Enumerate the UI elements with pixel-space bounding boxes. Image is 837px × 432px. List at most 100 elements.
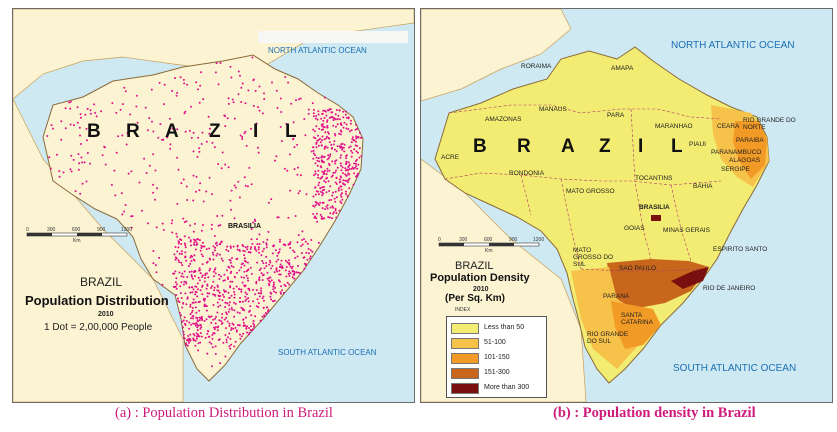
population-dot [197,88,199,91]
population-dot [244,250,246,253]
population-dot [252,322,255,325]
population-dot [256,261,259,264]
population-dot [240,288,243,291]
population-dot [213,146,216,149]
population-dot [323,188,326,191]
population-dot [262,273,265,276]
population-dot [341,192,343,195]
population-dot [183,221,186,224]
population-dot [178,261,181,264]
population-dot [229,199,232,202]
population-dot [185,319,188,322]
population-dot [249,266,252,269]
population-dot [226,336,229,339]
population-dot [175,283,178,286]
population-dot [192,150,195,153]
population-dot [224,290,227,293]
population-dot [260,287,263,290]
population-dot [162,138,165,141]
population-dot [303,118,306,120]
population-dot [293,251,296,254]
population-dot [80,143,82,145]
population-dot [186,199,189,201]
population-dot [352,167,355,170]
population-dot [242,332,245,335]
population-dot [87,134,90,137]
population-dot [265,312,268,315]
population-dot [328,190,331,192]
population-dot [180,182,183,185]
density-legend: Less than 50 51-100 101-150 151-300 More… [446,316,547,398]
population-dot [231,98,234,101]
population-dot [331,160,334,163]
population-dot [205,140,208,143]
population-dot [202,298,205,301]
population-dot [312,112,315,115]
population-dot [258,276,261,279]
population-dot [337,189,340,192]
population-dot [348,177,351,180]
population-dot [243,254,246,257]
population-dot [345,193,347,195]
population-dot [188,327,191,330]
population-dot [212,258,215,261]
population-dot [189,256,192,259]
population-dot [193,322,196,325]
population-dot [180,239,183,241]
population-dot [81,182,84,185]
population-dot [256,298,259,301]
population-dot [224,163,227,166]
population-dot [351,136,354,139]
population-dot [203,299,206,302]
population-dot [162,229,165,231]
population-dot [290,102,293,105]
population-dot [344,169,347,172]
population-dot [217,163,220,165]
population-dot [333,140,336,143]
population-dot [292,137,295,140]
population-dot [345,160,348,163]
population-dot [331,116,334,118]
population-dot [199,84,202,87]
population-dot [293,270,296,273]
population-dot [239,74,241,77]
population-dot [261,279,264,281]
population-dot [334,113,337,116]
population-dot [237,324,240,327]
population-dot [194,285,197,288]
population-dot [274,159,276,162]
population-dot [60,138,63,141]
population-dot [282,291,285,294]
population-dot [317,193,320,196]
population-dot [58,175,61,178]
population-dot [200,326,203,329]
population-dot [238,249,241,251]
population-dot [351,151,354,154]
population-dot [93,103,96,106]
population-dot [304,240,307,243]
population-dot [182,275,185,278]
population-dot [355,135,357,138]
population-dot [309,257,311,260]
population-dot [347,117,350,120]
population-dot [213,268,216,271]
population-dot [199,289,202,292]
population-dot [199,332,202,335]
population-dot [216,301,219,304]
state-label: ALAGOAS [729,157,761,164]
population-dot [326,135,328,138]
population-dot [314,193,317,196]
population-dot [244,184,247,187]
population-dot [334,207,337,210]
population-dot [235,258,238,261]
population-dot [190,311,193,314]
population-dot [314,162,317,165]
population-dot [190,274,193,276]
population-dot [214,242,217,245]
population-dot [357,163,360,166]
population-dot [190,260,193,262]
population-dot [275,260,278,263]
population-dot [258,109,261,112]
population-dot [245,316,247,319]
population-dot [289,265,292,268]
